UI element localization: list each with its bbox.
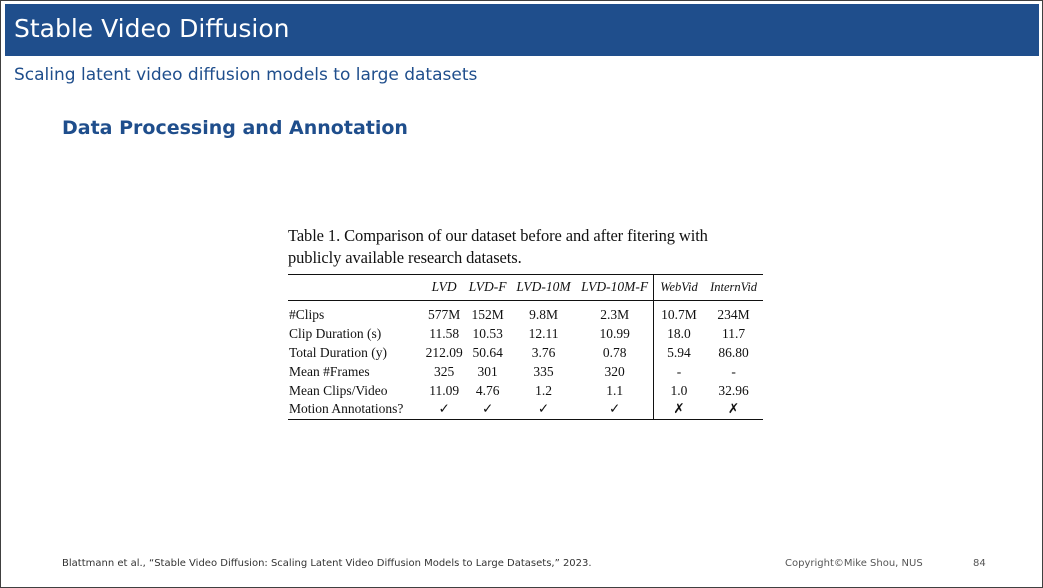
table-row: Motion Annotations? ✓ ✓ ✓ ✓ ✗ ✗: [288, 399, 763, 420]
table-caption-line-2: publicly available research datasets.: [288, 248, 522, 267]
row-label: Motion Annotations?: [289, 401, 404, 417]
table-cell: 9.8M: [529, 307, 558, 323]
page-number: 84: [973, 558, 986, 569]
table-row: Mean Clips/Video 11.09 4.76 1.2 1.1 1.0 …: [288, 381, 763, 400]
table-cell: 50.64: [472, 344, 503, 360]
table-cell: 0.78: [602, 344, 627, 360]
table-cell: 2.3M: [600, 307, 630, 323]
row-label: Clip Duration (s): [289, 326, 382, 342]
footer-reference: Blattmann et al., “Stable Video Diffusio…: [62, 558, 592, 569]
section-heading: Data Processing and Annotation: [62, 117, 408, 139]
row-label: #Clips: [289, 307, 325, 323]
table-row: Total Duration (y) 212.09 50.64 3.76 0.7…: [288, 343, 763, 363]
table-row: #Clips 577M 152M 9.8M 2.3M 10.7M 234M: [288, 300, 763, 325]
table-header-row: LVD LVD-F LVD-10M LVD-10M-F WebVid Inter…: [288, 274, 763, 301]
table-header-blank: [288, 274, 424, 301]
slide-title: Stable Video Diffusion: [14, 14, 290, 43]
table-cell: 3.76: [531, 344, 556, 360]
table-cell: 325: [434, 363, 455, 379]
table-cell: 5.94: [652, 343, 705, 363]
table-cell: -: [652, 362, 705, 382]
table-cell: 11.58: [429, 326, 460, 342]
comparison-table: LVD LVD-F LVD-10M LVD-10M-F WebVid Inter…: [288, 274, 763, 420]
table-cell: 234M: [717, 307, 750, 323]
title-bar: Stable Video Diffusion: [5, 4, 1039, 56]
column-header: LVD-F: [464, 274, 511, 301]
table-figure: Table 1. Comparison of our dataset befor…: [288, 225, 763, 420]
slide-subtitle: Scaling latent video diffusion models to…: [14, 65, 478, 85]
table-cell: 1.2: [535, 382, 552, 398]
cross-mark-icon: ✗: [652, 399, 705, 420]
table-cell: 577M: [428, 307, 461, 323]
column-header: InternVid: [704, 274, 763, 301]
table-caption: Table 1. Comparison of our dataset befor…: [288, 225, 763, 269]
table-cell: -: [731, 363, 736, 379]
table-cell: 10.53: [472, 326, 503, 342]
table-cell: 12.11: [528, 326, 559, 342]
row-label: Mean Clips/Video: [289, 382, 388, 398]
table-cell: 212.09: [425, 344, 463, 360]
table-cell: 86.80: [718, 344, 749, 360]
table-caption-line-1: Table 1. Comparison of our dataset befor…: [288, 226, 708, 245]
row-label: Total Duration (y): [289, 344, 388, 360]
check-mark-icon: ✓: [438, 401, 450, 417]
table-cell: 320: [604, 363, 625, 379]
table-cell: 335: [533, 363, 554, 379]
check-mark-icon: ✓: [537, 401, 550, 417]
table-cell: 32.96: [718, 382, 749, 398]
table-cell: 152M: [471, 307, 504, 323]
check-mark-icon: ✓: [608, 401, 621, 417]
footer-copyright: Copyright©Mike Shou, NUS: [785, 558, 923, 569]
table-cell: 18.0: [652, 324, 705, 344]
column-header: WebVid: [652, 274, 705, 301]
row-label: Mean #Frames: [289, 363, 370, 379]
table-cell: 10.7M: [652, 300, 705, 325]
table-cell: 1.0: [652, 381, 705, 400]
table-cell: 301: [477, 363, 498, 379]
table-cell: 11.7: [722, 326, 746, 342]
column-header: LVD-10M-F: [576, 274, 654, 301]
column-header: LVD-10M: [510, 274, 577, 301]
column-header: LVD: [423, 274, 465, 301]
check-mark-icon: ✓: [482, 401, 494, 417]
cross-mark-icon: ✗: [727, 401, 740, 417]
table-cell: 11.09: [429, 382, 460, 398]
table-row: Clip Duration (s) 11.58 10.53 12.11 10.9…: [288, 324, 763, 344]
table-cell: 4.76: [475, 382, 500, 398]
table-cell: 1.1: [606, 382, 624, 398]
table-row: Mean #Frames 325 301 335 320 - -: [288, 362, 763, 382]
table-cell: 10.99: [599, 326, 630, 342]
